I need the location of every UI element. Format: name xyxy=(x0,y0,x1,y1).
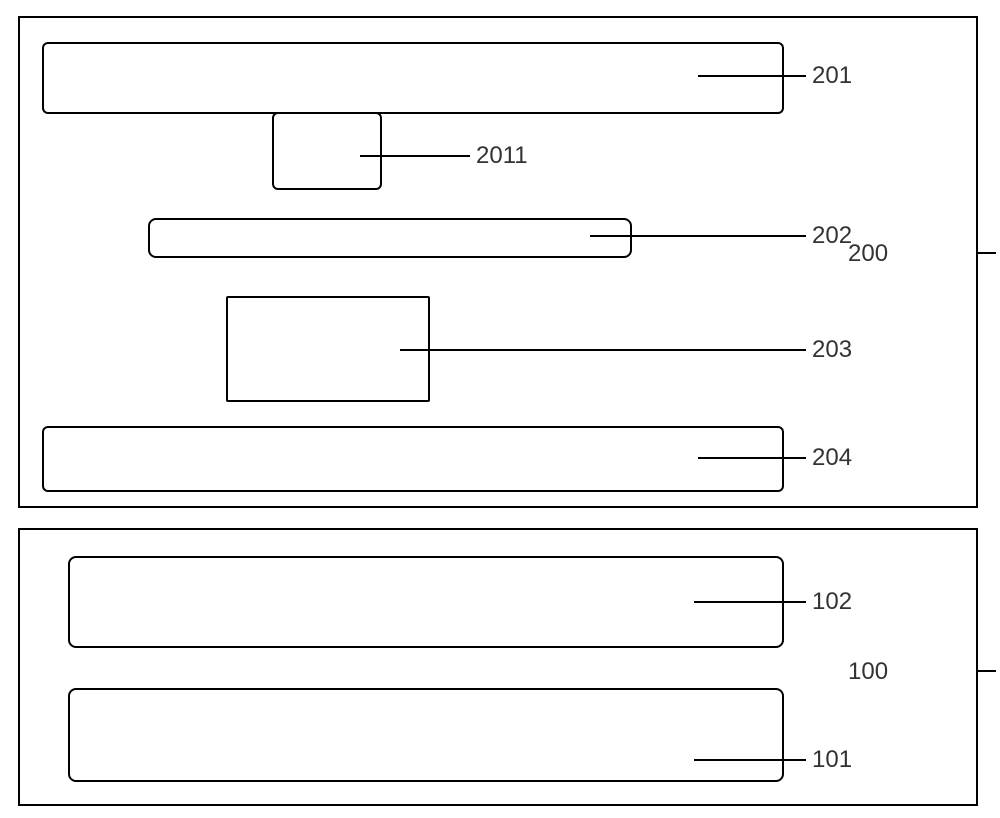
label-202: 202 xyxy=(812,222,852,250)
label-101: 101 xyxy=(812,746,852,774)
block-202 xyxy=(148,218,632,258)
leader-200 xyxy=(978,252,996,254)
label-200: 200 xyxy=(848,240,888,268)
leader-204 xyxy=(698,457,806,459)
block-101 xyxy=(68,688,784,782)
label-2011: 2011 xyxy=(476,142,528,170)
leader-100 xyxy=(978,670,996,672)
label-102: 102 xyxy=(812,588,852,616)
leader-203 xyxy=(400,349,806,351)
label-100: 100 xyxy=(848,658,888,686)
leader-101 xyxy=(694,759,806,761)
leader-2011 xyxy=(360,155,470,157)
label-203: 203 xyxy=(812,336,852,364)
leader-201 xyxy=(698,75,806,77)
label-201: 201 xyxy=(812,62,852,90)
block-204 xyxy=(42,426,784,492)
label-204: 204 xyxy=(812,444,852,472)
block-102 xyxy=(68,556,784,648)
block-201 xyxy=(42,42,784,114)
leader-202 xyxy=(590,235,806,237)
diagram-canvas: 200 100 201 2011 202 203 204 102 101 xyxy=(0,0,1000,818)
leader-102 xyxy=(694,601,806,603)
block-2011 xyxy=(272,112,382,190)
